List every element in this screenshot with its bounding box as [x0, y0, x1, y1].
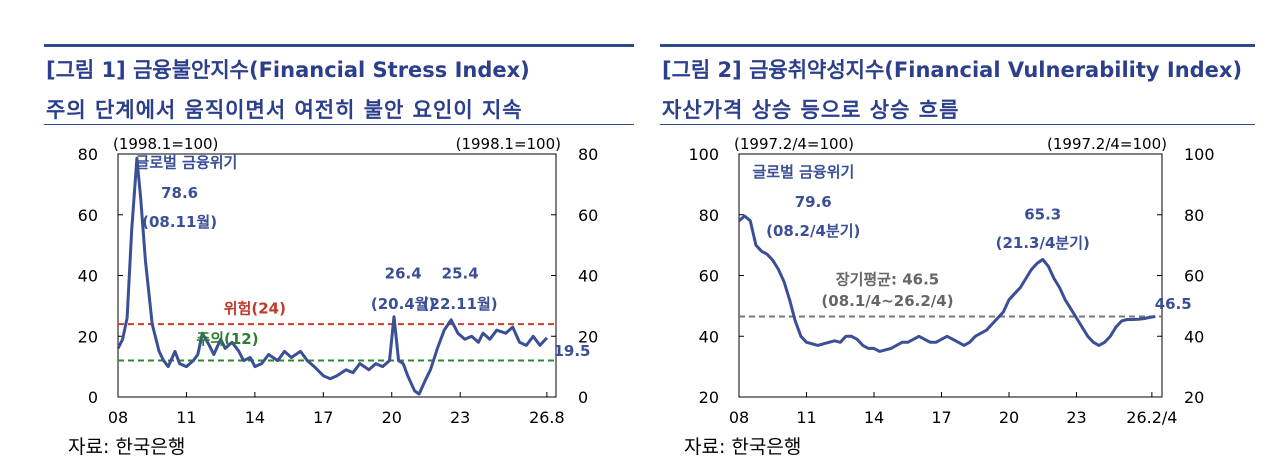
y-tick-label-right: 100 — [1184, 145, 1215, 164]
y-tick-label-left: 80 — [699, 206, 719, 225]
base-label-left: (1998.1=100) — [113, 135, 218, 153]
x-tick-label: 17 — [313, 408, 333, 427]
y-tick-label-right: 60 — [578, 206, 598, 225]
x-tick-label: 17 — [931, 408, 951, 427]
x-tick-label: 26.2/4 — [1126, 408, 1177, 427]
y-tick-label-left: 0 — [88, 388, 98, 407]
figure-subtitle: 자산가격 상승 등으로 상승 흐름 — [662, 98, 960, 122]
x-tick-label: 20 — [999, 408, 1019, 427]
x-tick-label: 11 — [176, 408, 196, 427]
y-tick-label-right: 20 — [578, 327, 598, 346]
data-annotation: (08.11월) — [142, 213, 217, 231]
data-annotation: (20.4월) — [371, 295, 436, 313]
x-tick-label: 11 — [796, 408, 816, 427]
data-annotation: 위험(24) — [224, 299, 286, 317]
y-tick-label-right: 0 — [578, 388, 588, 407]
data-annotation: 장기평균: 46.5 — [836, 271, 939, 289]
data-annotation: 65.3 — [1024, 205, 1061, 223]
y-tick-label-right: 40 — [578, 267, 598, 286]
y-tick-label-right: 80 — [1184, 206, 1204, 225]
panel-top-bar — [44, 44, 634, 47]
data-annotation: (21.3/4분기) — [996, 234, 1090, 252]
source-note: 자료: 한국은행 — [684, 436, 802, 458]
x-tick-label: 08 — [729, 408, 749, 427]
plot-frame — [738, 153, 1163, 398]
x-tick-label: 14 — [245, 408, 265, 427]
data-annotation: 26.4 — [385, 265, 422, 283]
y-tick-label-left: 60 — [78, 206, 98, 225]
x-tick-label: 08 — [108, 408, 128, 427]
x-tick-label: 14 — [864, 408, 884, 427]
data-annotation: 25.4 — [442, 265, 479, 283]
data-annotation: (08.2/4분기) — [766, 222, 860, 240]
base-label-right: (1998.1=100) — [456, 135, 561, 153]
x-tick-label: 20 — [382, 408, 402, 427]
series-line — [738, 214, 1156, 353]
data-annotation: 46.5 — [1155, 295, 1192, 313]
data-annotation: (08.1/4~26.2/4) — [821, 292, 953, 310]
y-tick-label-left: 40 — [78, 267, 98, 286]
y-tick-label-left: 80 — [78, 145, 98, 164]
base-label-left: (1997.2/4=100) — [734, 135, 854, 153]
figure-subtitle: 주의 단계에서 움직이면서 여전히 불안 요인이 지속 — [46, 98, 523, 122]
data-annotation: 19.5 — [553, 342, 590, 360]
x-tick-label: 23 — [1066, 408, 1086, 427]
y-tick-label-right: 80 — [578, 145, 598, 164]
x-tick-label: 23 — [450, 408, 470, 427]
data-annotation: 글로벌 금융위기 — [136, 154, 238, 172]
data-annotation: 78.6 — [161, 184, 198, 202]
chart-svg: 0 0 20 20 40 40 60 60 80 80 08 11 14 17 20 23 26.8 (1998.… — [78, 135, 599, 427]
y-tick-label-right: 40 — [1184, 327, 1204, 346]
y-tick-label-right: 60 — [1184, 267, 1204, 286]
series-line — [116, 156, 549, 396]
panel-top-bar — [660, 44, 1255, 47]
y-tick-label-left: 20 — [78, 327, 98, 346]
base-label-right: (1997.2/4=100) — [1047, 135, 1167, 153]
x-tick-label: 26.8 — [529, 408, 565, 427]
source-note: 자료: 한국은행 — [68, 436, 186, 458]
data-annotation: 주의(12) — [196, 330, 258, 348]
y-tick-label-left: 100 — [688, 145, 719, 164]
chart-panel-financial-stress: [그림 1] 금융불안지수(Financial Stress Index) 주의… — [44, 44, 634, 458]
figure-title: [그림 1] 금융불안지수(Financial Stress Index) — [46, 58, 530, 82]
y-tick-label-left: 40 — [699, 327, 719, 346]
y-tick-label-left: 60 — [699, 267, 719, 286]
data-annotation: (22.11월) — [423, 295, 498, 313]
y-tick-label-left: 20 — [699, 388, 719, 407]
subtitle-rule — [660, 124, 1255, 125]
chart-svg: 20 20 40 40 60 60 80 80 100 100 08 11 14 17 20 23 26.2/4… — [688, 135, 1215, 427]
data-annotation: 글로벌 금융위기 — [753, 163, 855, 181]
figure-title: [그림 2] 금융취약성지수(Financial Vulnerability I… — [662, 58, 1243, 82]
y-tick-label-right: 20 — [1184, 388, 1204, 407]
chart-panel-financial-vulnerability: [그림 2] 금융취약성지수(Financial Vulnerability I… — [640, 0, 1280, 476]
subtitle-rule — [44, 124, 634, 125]
data-annotation: 79.6 — [795, 193, 832, 211]
